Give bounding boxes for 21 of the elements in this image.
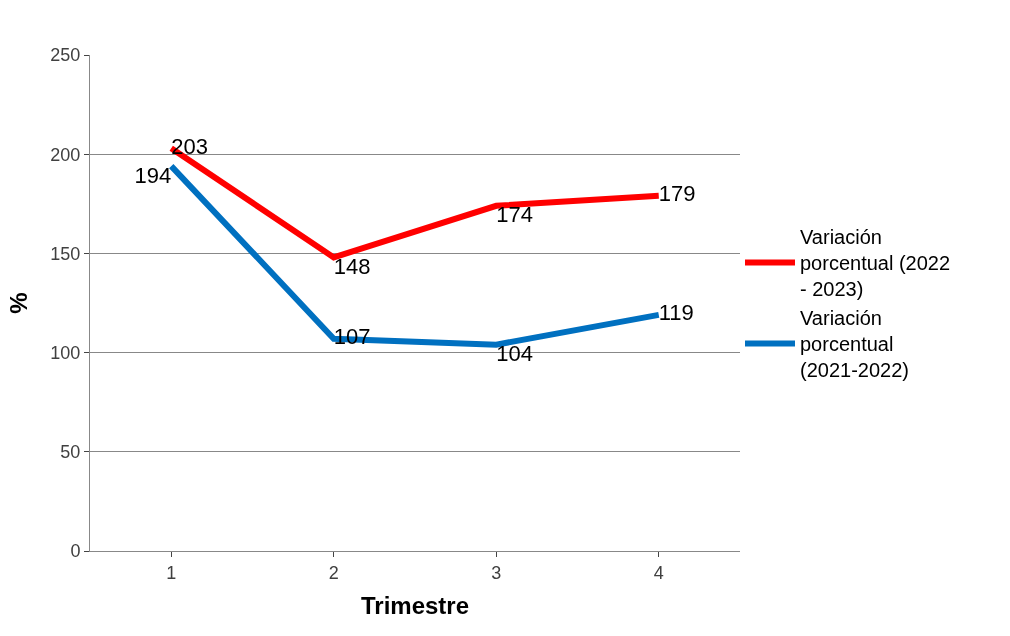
x-tick-label: 3 <box>491 562 502 583</box>
data-label: 148 <box>333 253 371 279</box>
x-tick-label: 2 <box>328 562 339 583</box>
y-tick-label: 200 <box>50 144 81 165</box>
legend-label: Variación porcentual (2021-2022) <box>800 307 909 382</box>
y-tick-label: 150 <box>50 243 81 264</box>
data-label: 194 <box>134 162 172 188</box>
data-label: 174 <box>496 202 533 228</box>
x-axis-title: Trimestre <box>360 591 470 619</box>
legend-label: Variación porcentual (2022 - 2023) <box>800 226 951 301</box>
y-axis-title: % <box>5 292 33 314</box>
x-tick-label: 1 <box>166 562 177 583</box>
data-label: 203 <box>171 133 208 159</box>
data-label: 119 <box>658 300 694 326</box>
data-label: 104 <box>496 341 533 367</box>
data-label: 179 <box>658 181 696 207</box>
y-tick-label: 250 <box>50 45 81 66</box>
x-tick-label: 4 <box>653 562 664 583</box>
y-tick-label: 100 <box>50 342 81 363</box>
y-tick-label: 0 <box>70 541 81 562</box>
y-tick-label: 50 <box>60 442 81 463</box>
